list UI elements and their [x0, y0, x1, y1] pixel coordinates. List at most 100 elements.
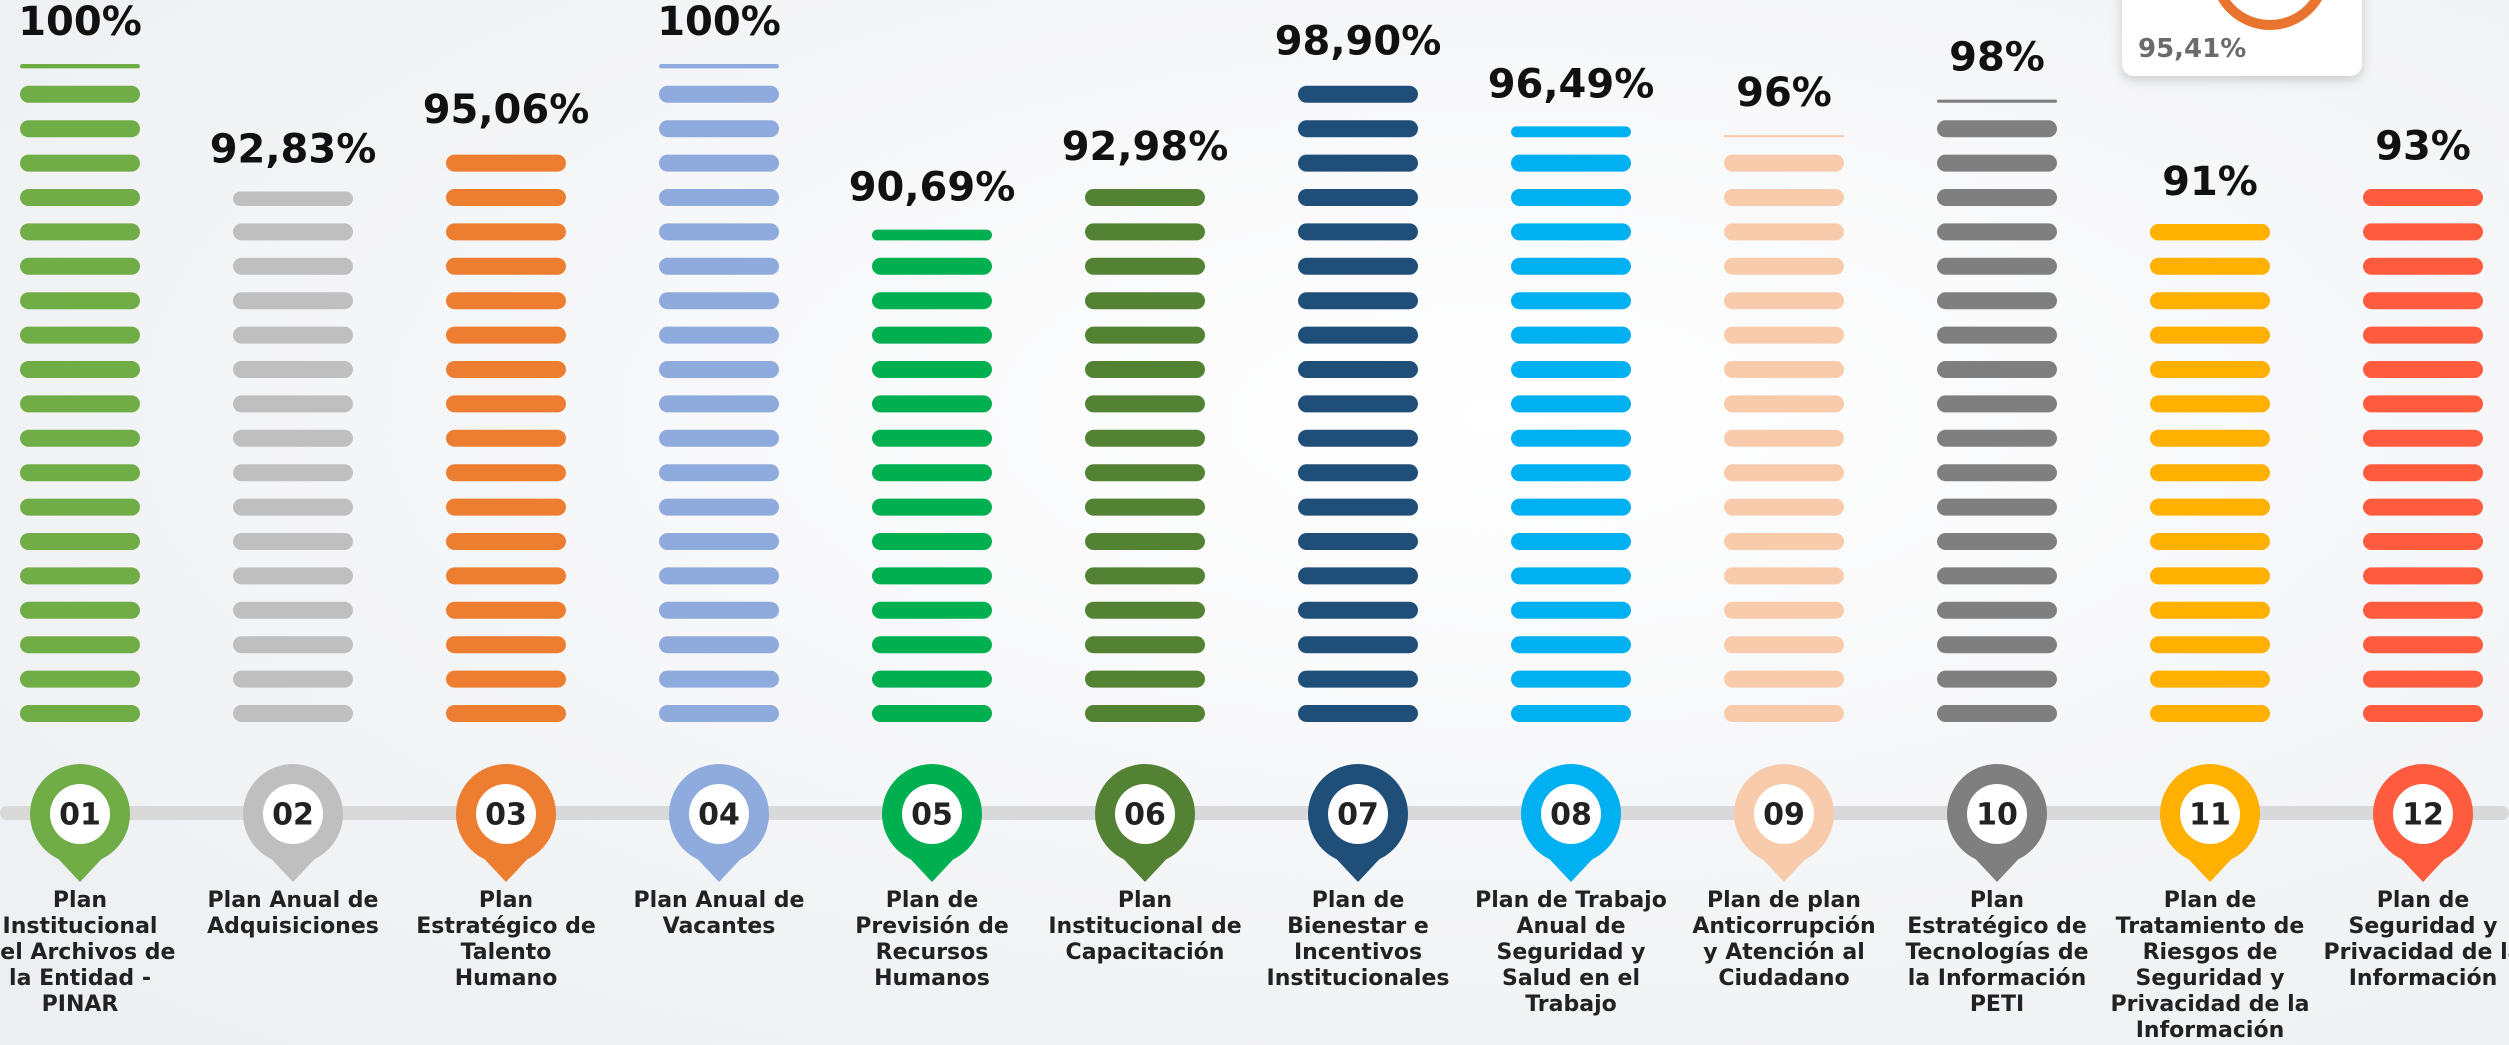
bar-stripe [20, 464, 140, 482]
bar-stripe [1724, 670, 1844, 688]
bar-stripe [233, 601, 353, 619]
category-label: Plan Estratégico de Tecnologías de la In… [1905, 888, 2089, 1017]
bar-stripe [1724, 636, 1844, 654]
bar-stripe [2363, 395, 2483, 413]
bar-stripe [2150, 498, 2270, 516]
bar-stripe [20, 395, 140, 413]
bar-stripe [1085, 292, 1205, 310]
bar-stripe [1511, 154, 1631, 172]
pin-inner [2180, 784, 2240, 844]
bar-stripe [1298, 395, 1418, 413]
bar-stripe [1511, 361, 1631, 378]
bar-stripe [233, 533, 353, 550]
bar-stripe [20, 154, 140, 172]
bar-stripe [2363, 567, 2483, 585]
bar-stripe [872, 498, 992, 516]
bar-stripe [659, 670, 779, 688]
bar-stripe [20, 64, 140, 69]
bar-stripe [20, 361, 140, 378]
bar-stripe [1298, 326, 1418, 344]
bar-stripe [20, 223, 140, 241]
bar [1937, 99, 2057, 722]
bar-stripe [233, 636, 353, 654]
pin-inner [1541, 784, 1601, 844]
value-label: 92,83% [210, 127, 377, 173]
bar-stripe [1511, 395, 1631, 413]
value-label: 100% [657, 0, 781, 45]
bar-stripe [2150, 361, 2270, 378]
bar-stripe [1298, 257, 1418, 275]
bar-stripe [233, 326, 353, 344]
bar [872, 229, 992, 722]
value-label: 92,98% [1062, 124, 1229, 170]
bar-stripe [1298, 429, 1418, 447]
bar-stripe [659, 64, 779, 69]
pin-number: 06 [1124, 798, 1166, 833]
bar-stripe [1724, 705, 1844, 722]
value-label: 100% [18, 0, 142, 45]
pin-number: 09 [1763, 798, 1805, 833]
bar-stripe [659, 601, 779, 619]
category-label: Plan de Previsión de Recursos Humanos [855, 888, 1009, 991]
bar-stripe [233, 223, 353, 241]
bar-stripe [233, 567, 353, 585]
bar [2363, 189, 2483, 722]
bar-stripe [2363, 670, 2483, 688]
bar-stripe [1724, 395, 1844, 413]
bar-stripe [233, 670, 353, 688]
bar-stripe [20, 705, 140, 722]
bar-stripe [20, 567, 140, 585]
bar-stripe [2150, 224, 2270, 241]
bar-stripe [659, 292, 779, 310]
bar-stripe [1298, 498, 1418, 516]
category-label: Plan de plan Anticorrupción y Atención a… [1692, 888, 1876, 991]
bar-stripe [1937, 257, 2057, 275]
bar-stripe [446, 601, 566, 619]
value-label: 95,06% [423, 87, 590, 133]
bar-stripe [659, 429, 779, 447]
bar-stripe [233, 395, 353, 413]
bar-stripe [1937, 361, 2057, 378]
pin-inner [50, 784, 110, 844]
bar-stripe [1298, 533, 1418, 550]
bar [233, 191, 353, 722]
bar-stripe [446, 705, 566, 722]
pin-number: 07 [1337, 798, 1379, 833]
bar-stripe [1298, 567, 1418, 585]
bar-stripe [233, 257, 353, 275]
bar-stripe [2150, 257, 2270, 275]
bar-stripe [1298, 464, 1418, 482]
category-label: Plan de Tratamiento de Riesgos de Seguri… [2110, 888, 2310, 1043]
value-label: 90,69% [849, 165, 1016, 211]
pin-number: 02 [272, 798, 314, 833]
bar-stripe [1298, 601, 1418, 619]
bar-stripe [1937, 189, 2057, 206]
pin-number: 12 [2402, 798, 2444, 833]
value-label: 91% [2162, 159, 2258, 205]
bar-stripe [2363, 292, 2483, 310]
bar-stripe [446, 326, 566, 344]
bar-stripe [1724, 429, 1844, 447]
bar-stripe [20, 292, 140, 310]
bar-stripe [2363, 533, 2483, 550]
bar-stripe [659, 533, 779, 550]
bar-stripe [446, 567, 566, 585]
bar-stripe [872, 636, 992, 654]
bar-stripe [2363, 636, 2483, 654]
bar-stripe [2150, 326, 2270, 344]
bar-stripe [1511, 567, 1631, 585]
bar-stripe [1085, 257, 1205, 275]
bar-stripe [1937, 395, 2057, 413]
bar-stripe [659, 154, 779, 172]
bar [1511, 126, 1631, 722]
bar-stripe [1085, 601, 1205, 619]
bar-stripe [446, 429, 566, 447]
bar-stripe [1085, 361, 1205, 378]
pin-inner [1328, 784, 1388, 844]
bar-stripe [1085, 395, 1205, 413]
bar-stripe [2363, 601, 2483, 619]
bar-stripe [2363, 705, 2483, 722]
bar-stripe [2150, 670, 2270, 688]
